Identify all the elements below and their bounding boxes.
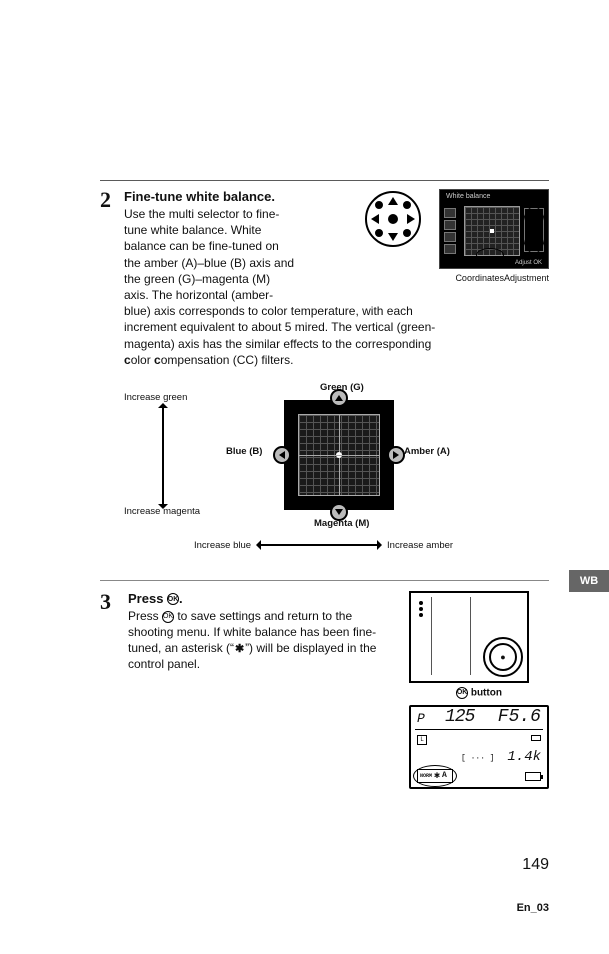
- lcd-bracket-icon: [ ··· ]: [461, 754, 495, 763]
- lcd-iso-icon: [531, 735, 541, 741]
- label-increase-blue: Increase blue: [194, 540, 251, 551]
- page-rule: [100, 180, 549, 181]
- coord-label: Coordinates: [455, 273, 504, 283]
- axis-label-amber: Amber (A): [404, 446, 450, 457]
- lcd-shutter: 125: [445, 707, 474, 727]
- ok-button-caption-text: button: [468, 688, 502, 699]
- axis-label-blue: Blue (B): [226, 446, 262, 457]
- step-3-title-pre: Press: [128, 591, 167, 606]
- ok-icon: OK: [167, 593, 179, 605]
- step-3-number: 3: [100, 591, 118, 789]
- dpad-down-icon: [330, 503, 348, 521]
- lcd-L: L: [417, 735, 427, 745]
- step-3-text-pre: Press: [128, 609, 162, 623]
- wb-menu-screenshot: White balance Adjust OK: [439, 189, 549, 269]
- camera-back-illustration: ●: [409, 591, 529, 683]
- adjust-label: Adjustment: [504, 273, 549, 283]
- step-3-text: Press OK to save settings and return to …: [128, 608, 399, 673]
- footer-id: En_03: [517, 902, 549, 914]
- lcd-fnumber: F5.6: [498, 707, 541, 727]
- step-2-text-part1: Use the multi selector to fine-tune whit…: [124, 206, 357, 303]
- wb-axis-diagram: Increase green Increase magenta Green (G…: [124, 386, 549, 566]
- step-3-title: Press OK.: [128, 591, 399, 606]
- lcd-count: 1.4k: [507, 749, 541, 765]
- step-2-number: 2: [100, 189, 118, 211]
- ok-button-illustration: ●: [489, 643, 517, 671]
- side-tab-wb: WB: [569, 570, 609, 592]
- wb-grid: [284, 400, 394, 510]
- dpad-left-icon: [273, 446, 291, 464]
- control-panel-illustration: P 125 F5.6 L [ ··· ] 1.4k NORM ✱ A: [409, 705, 549, 789]
- step-2-text-part2: blue) axis corresponds to color temperat…: [124, 303, 549, 368]
- horizontal-arrow-icon: [259, 544, 379, 546]
- label-increase-amber: Increase amber: [387, 540, 453, 551]
- lcd-mode: P: [417, 711, 425, 726]
- label-increase-green: Increase green: [124, 392, 187, 403]
- step-2: 2 Fine-tune white balance. Use the multi…: [100, 189, 549, 566]
- step-3-title-post: .: [179, 591, 183, 606]
- battery-icon: [525, 772, 541, 781]
- dpad-right-icon: [387, 446, 405, 464]
- wb-menu-bottom: Adjust OK: [515, 260, 542, 266]
- asterisk-icon: ✱: [234, 644, 245, 655]
- ok-button-caption: OK button: [409, 687, 549, 699]
- ok-icon: OK: [162, 611, 174, 623]
- multi-selector-icon: [365, 191, 421, 247]
- dpad-up-icon: [330, 389, 348, 407]
- ok-icon: OK: [456, 687, 468, 699]
- page-number: 149: [522, 856, 549, 874]
- vertical-arrow-icon: [162, 406, 164, 506]
- step-2-title: Fine-tune white balance.: [124, 189, 357, 204]
- wb-menu-title: White balance: [446, 193, 490, 200]
